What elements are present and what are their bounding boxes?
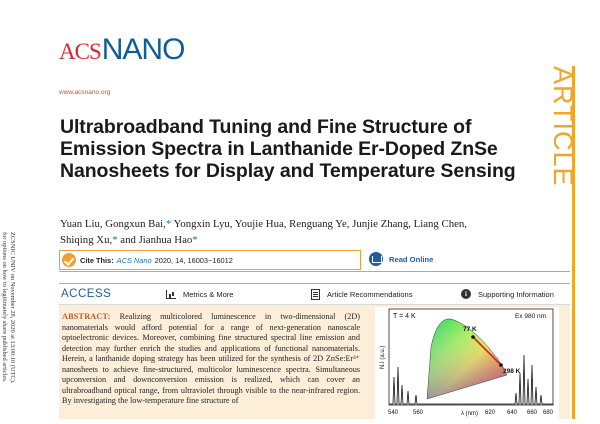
journal-website-link[interactable]: www.acsnano.org <box>59 89 111 96</box>
read-online-button[interactable]: Read Online <box>369 250 439 268</box>
cie-chromaticity-diagram <box>426 318 508 400</box>
access-label: ACCESS <box>61 288 112 300</box>
x-tick: 640 <box>507 410 518 416</box>
corresponding-author-star[interactable]: * <box>192 234 198 246</box>
download-note-line1: ZCSNIC UNIV on November 28, 2020 at 13:0… <box>9 232 16 384</box>
access-bar: ACCESS Metrics & More Article Recommenda… <box>59 283 570 305</box>
authors-segment[interactable]: Yongxin Lyu, Youjie Hua, Renguang Ye, Ju… <box>171 218 467 230</box>
cite-details: 2020, 14, 16003−16012 <box>154 255 233 265</box>
emission-spectrum <box>389 354 553 405</box>
orange-margin-rule <box>572 66 575 419</box>
info-icon: i <box>461 289 471 299</box>
read-online-icon <box>369 252 383 266</box>
excitation-label: Ex 980 nm <box>515 313 546 320</box>
label-77k: 77 K <box>463 326 477 333</box>
temperature-label: T = 4 K <box>393 313 416 320</box>
temperature-trajectory <box>472 336 502 366</box>
cite-label: Cite This: <box>80 255 114 265</box>
authors-segment[interactable]: Shiqing Xu, <box>60 234 113 246</box>
label-298k: 298 K <box>503 368 521 375</box>
x-tick: 620 <box>485 410 496 416</box>
x-tick: 560 <box>413 410 424 416</box>
logo-nano: NANO <box>101 33 186 66</box>
download-note: ZCSNIC UNIV on November 28, 2020 at 13:0… <box>1 232 16 412</box>
cite-journal-link[interactable]: ACS Nano <box>116 255 152 265</box>
abstract: ABSTRACT: Realizing multicolored lumines… <box>62 312 360 407</box>
recommendations-label: Article Recommendations <box>327 289 413 299</box>
authors-segment[interactable]: Yuan Liu, Gongxun Bai, <box>60 218 166 230</box>
download-note-line2: for options on how to legitimately share… <box>1 232 8 383</box>
plot-frame <box>388 308 554 406</box>
x-tick: 680 <box>543 410 554 416</box>
supporting-information-link[interactable]: i Supporting Information <box>461 289 554 299</box>
cite-this-box[interactable]: Cite This: ACS Nano 2020, 14, 16003−1601… <box>59 250 361 270</box>
logo-acs: ACS <box>59 39 102 64</box>
toc-graphic[interactable]: T = 4 K Ex 980 nm 77 K 298 K N.I (a.u.) … <box>375 307 559 419</box>
check-circle-icon <box>62 253 76 267</box>
x-axis-label: λ (nm) <box>461 411 478 417</box>
article-recommendations-link[interactable]: Article Recommendations <box>311 288 461 300</box>
metrics-label: Metrics & More <box>183 289 234 299</box>
x-tick: 540 <box>388 410 399 416</box>
x-axis-ticks: 540 560 620 640 660 680 <box>388 410 554 416</box>
supporting-label: Supporting Information <box>478 289 554 299</box>
abstract-text: Realizing multicolored luminescence in t… <box>62 312 360 405</box>
x-tick: 660 <box>527 410 538 416</box>
author-list: Yuan Liu, Gongxun Bai,* Yongxin Lyu, You… <box>60 216 540 248</box>
article-title: Ultrabroadband Tuning and Fine Structure… <box>60 116 516 182</box>
metrics-and-more-link[interactable]: Metrics & More <box>166 289 311 299</box>
orange-divider <box>59 271 570 272</box>
point-77k <box>471 335 475 339</box>
toc-graphic-svg: T = 4 K Ex 980 nm 77 K 298 K N.I (a.u.) … <box>380 308 554 417</box>
point-298k <box>499 363 503 367</box>
corresponding-author-star[interactable]: * <box>112 234 118 246</box>
y-axis-label: N.I (a.u.) <box>380 346 386 369</box>
read-online-label: Read Online <box>389 254 434 264</box>
abstract-label: ABSTRACT: <box>62 312 111 321</box>
journal-logo[interactable]: ACS NANO <box>59 33 186 66</box>
corresponding-author-star[interactable]: * <box>165 218 172 230</box>
authors-segment[interactable]: and Jianhua Hao <box>117 234 193 246</box>
document-icon <box>311 288 320 300</box>
bar-chart-icon <box>166 289 176 299</box>
